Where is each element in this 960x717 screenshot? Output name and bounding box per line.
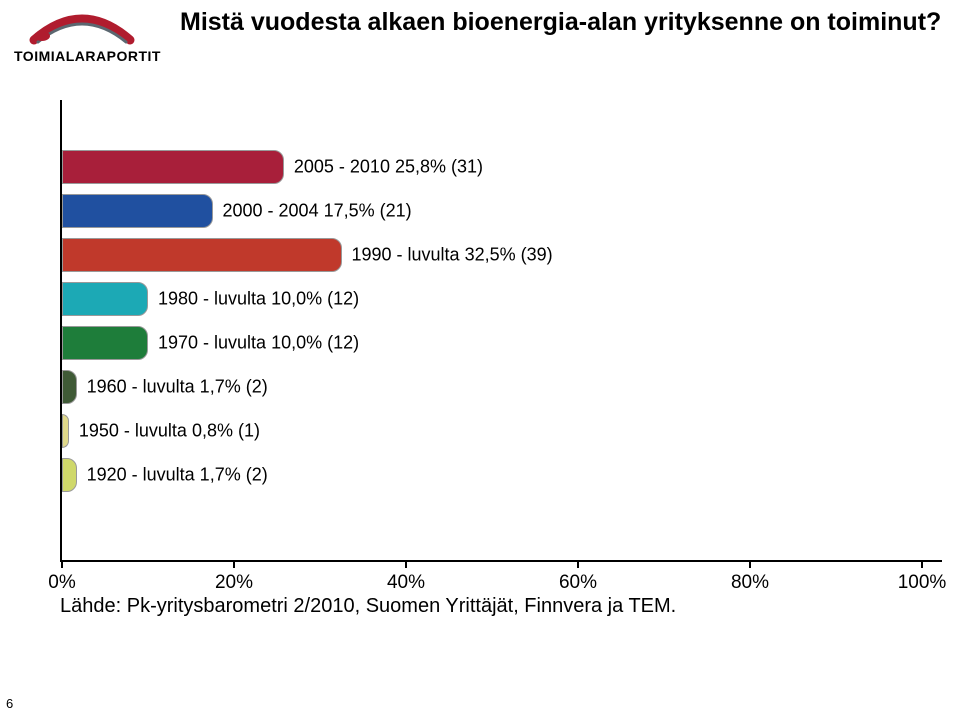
x-tick-label: 20% — [215, 572, 253, 594]
x-tick — [61, 560, 63, 568]
bar-label: 2005 - 2010 25,8% (31) — [294, 157, 483, 178]
x-tick — [233, 560, 235, 568]
x-tick-label: 100% — [898, 572, 947, 594]
bar-row: 1980 - luvulta 10,0% (12) — [62, 282, 148, 316]
bar-label: 1950 - luvulta 0,8% (1) — [79, 421, 260, 442]
x-tick-label: 40% — [387, 572, 425, 594]
bar — [62, 282, 148, 316]
bar-label: 1920 - luvulta 1,7% (2) — [87, 465, 268, 486]
source-line: Lähde: Pk-yritysbarometri 2/2010, Suomen… — [60, 595, 676, 618]
x-tick-label: 60% — [559, 572, 597, 594]
bar-label: 1990 - luvulta 32,5% (39) — [352, 245, 553, 266]
bar — [62, 194, 213, 228]
x-tick — [577, 560, 579, 568]
logo-arc-icon — [26, 12, 138, 46]
bar-chart: 2005 - 2010 25,8% (31) 2000 - 2004 17,5% … — [60, 100, 942, 562]
bar-row: 1950 - luvulta 0,8% (1) — [62, 414, 69, 448]
bar-row: 1960 - luvulta 1,7% (2) — [62, 370, 77, 404]
bar-row: 1990 - luvulta 32,5% (39) — [62, 238, 342, 272]
bar-row: 2005 - 2010 25,8% (31) — [62, 150, 284, 184]
x-tick-label: 80% — [731, 572, 769, 594]
x-tick-label: 0% — [48, 572, 75, 594]
bar-label: 1970 - luvulta 10,0% (12) — [158, 333, 359, 354]
logo-text: TOIMIALARAPORTIT — [14, 48, 164, 64]
bar-row: 1920 - luvulta 1,7% (2) — [62, 458, 77, 492]
bar — [62, 370, 77, 404]
page-number: 6 — [6, 696, 13, 711]
bar-row: 1970 - luvulta 10,0% (12) — [62, 326, 148, 360]
brand-logo: TOIMIALARAPORTIT — [14, 12, 164, 64]
x-tick — [405, 560, 407, 568]
bar — [62, 458, 77, 492]
x-tick — [749, 560, 751, 568]
bar — [62, 414, 69, 448]
x-tick — [921, 560, 923, 568]
bar — [62, 238, 342, 272]
page-title: Mistä vuodesta alkaen bioenergia-alan yr… — [180, 8, 941, 37]
bar — [62, 326, 148, 360]
bar — [62, 150, 284, 184]
bar-label: 1980 - luvulta 10,0% (12) — [158, 289, 359, 310]
bar-label: 2000 - 2004 17,5% (21) — [223, 201, 412, 222]
bar-label: 1960 - luvulta 1,7% (2) — [87, 377, 268, 398]
bar-row: 2000 - 2004 17,5% (21) — [62, 194, 213, 228]
